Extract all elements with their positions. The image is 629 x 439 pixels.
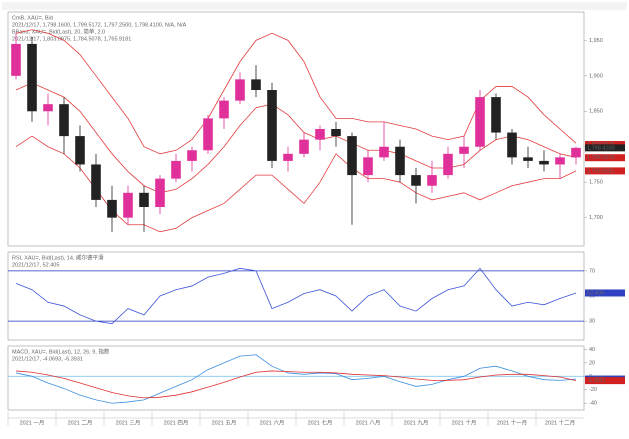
x-tick-label: 2021 五月 xyxy=(212,419,237,426)
x-tick-label: 2021 二月 xyxy=(68,419,93,426)
candle-body xyxy=(283,153,293,161)
price-tag-label: 1,798.4100 xyxy=(587,145,615,151)
candle-body xyxy=(539,160,549,165)
candle-body xyxy=(459,146,469,154)
x-tick-label: 2021 十二月 xyxy=(545,418,575,426)
candle-body xyxy=(219,100,229,119)
candle-body xyxy=(315,129,325,140)
candle-body xyxy=(395,146,405,176)
price-tag-label: -6.3931 xyxy=(587,378,606,384)
legend-text: MACD, XAU=, Bid(Last), 12, 26, 9, 指数 xyxy=(12,347,110,355)
y-tick-label: 1,900 xyxy=(589,73,603,79)
candle-body xyxy=(523,157,533,161)
y-tick-label: 1,950 xyxy=(589,38,603,44)
y-tick-label: -20 xyxy=(589,387,597,393)
candle-body xyxy=(11,43,21,76)
candle-body xyxy=(491,97,501,133)
legend-text: CmB, XAU=, Bid xyxy=(12,15,53,21)
candle-body xyxy=(507,132,517,158)
candle-body xyxy=(155,178,165,207)
candle-body xyxy=(475,97,485,147)
price-tag-label: 1,784.5078 xyxy=(587,155,615,161)
candle-body xyxy=(123,192,133,218)
price-tag xyxy=(585,289,625,297)
candle-body xyxy=(411,175,421,186)
price-tag-label: 52.405 xyxy=(587,290,604,296)
legend-text: RSI, XAU=, Bid(Last), 14, 威尔德平滑 xyxy=(12,253,104,261)
candle-body xyxy=(571,147,581,158)
price-tag-label: 1,765.9181 xyxy=(587,168,615,174)
price-tag xyxy=(585,377,625,385)
indicator-line xyxy=(15,370,577,399)
candle-body xyxy=(91,164,101,200)
candle-body xyxy=(379,146,389,158)
candle-body xyxy=(331,129,341,137)
x-tick-label: 2021 八月 xyxy=(356,419,381,426)
y-tick-label: 1,700 xyxy=(589,215,603,221)
x-tick-label: 2021 十月 xyxy=(452,418,477,426)
y-tick-label: 1,850 xyxy=(589,109,603,115)
candle-body xyxy=(27,43,37,112)
candle-body xyxy=(203,118,213,151)
y-tick-label: 30 xyxy=(589,319,595,325)
x-tick-label: 2021 十一月 xyxy=(497,418,527,426)
indicator-line xyxy=(15,354,577,404)
price-tag xyxy=(585,144,625,152)
y-tick-label: -40 xyxy=(589,401,597,407)
candle-body xyxy=(555,157,565,165)
band-middle xyxy=(15,82,577,194)
candle-body xyxy=(251,79,261,90)
legend-text: 2021/12/17, 1,803.0975, 1,784.5078, 1,76… xyxy=(12,36,131,42)
y-tick-label: 70 xyxy=(589,268,595,274)
candle-body xyxy=(107,199,117,218)
legend-text: 2021/12/17, 52.405 xyxy=(12,262,59,268)
candle-body xyxy=(139,192,149,207)
candle-body xyxy=(267,90,277,161)
panel-frame xyxy=(7,11,585,247)
candle-body xyxy=(187,150,197,161)
price-tag xyxy=(585,154,625,162)
y-tick-label: 20 xyxy=(589,360,595,366)
x-tick-label: 2021 九月 xyxy=(404,418,429,426)
header-bar xyxy=(2,2,627,10)
candle-body xyxy=(363,157,373,176)
panel-frame xyxy=(7,345,585,411)
candle-body xyxy=(171,160,181,179)
legend-text: BBand, XAU=, Bid(Last), 20, 简单, 2.0 xyxy=(12,27,105,35)
x-tick-label: 2021 四月 xyxy=(164,419,189,426)
candle-body xyxy=(299,139,309,154)
candle-body xyxy=(443,153,453,176)
legend-text: 2021/12/17, 1,798.1600, 1,799.5172, 1,79… xyxy=(12,22,187,28)
x-tick-label: 2021 六月 xyxy=(260,418,285,426)
candle-body xyxy=(43,104,53,112)
candle-body xyxy=(59,104,69,137)
x-tick-label: 2021 七月 xyxy=(308,418,333,426)
x-tick-label: 2021 一月 xyxy=(20,419,45,426)
candle-body xyxy=(347,136,357,176)
y-tick-label: 1,750 xyxy=(589,180,603,186)
x-tick-label: 2021 三月 xyxy=(116,419,141,426)
indicator-line xyxy=(15,267,577,325)
candle-body xyxy=(427,175,437,186)
candle-body xyxy=(75,136,85,165)
legend-text: 2021/12/17, -4.0693, -6.3931 xyxy=(12,356,83,362)
candle-body xyxy=(235,79,245,101)
price-tag xyxy=(585,167,625,175)
y-tick-label: 40 xyxy=(589,347,595,353)
